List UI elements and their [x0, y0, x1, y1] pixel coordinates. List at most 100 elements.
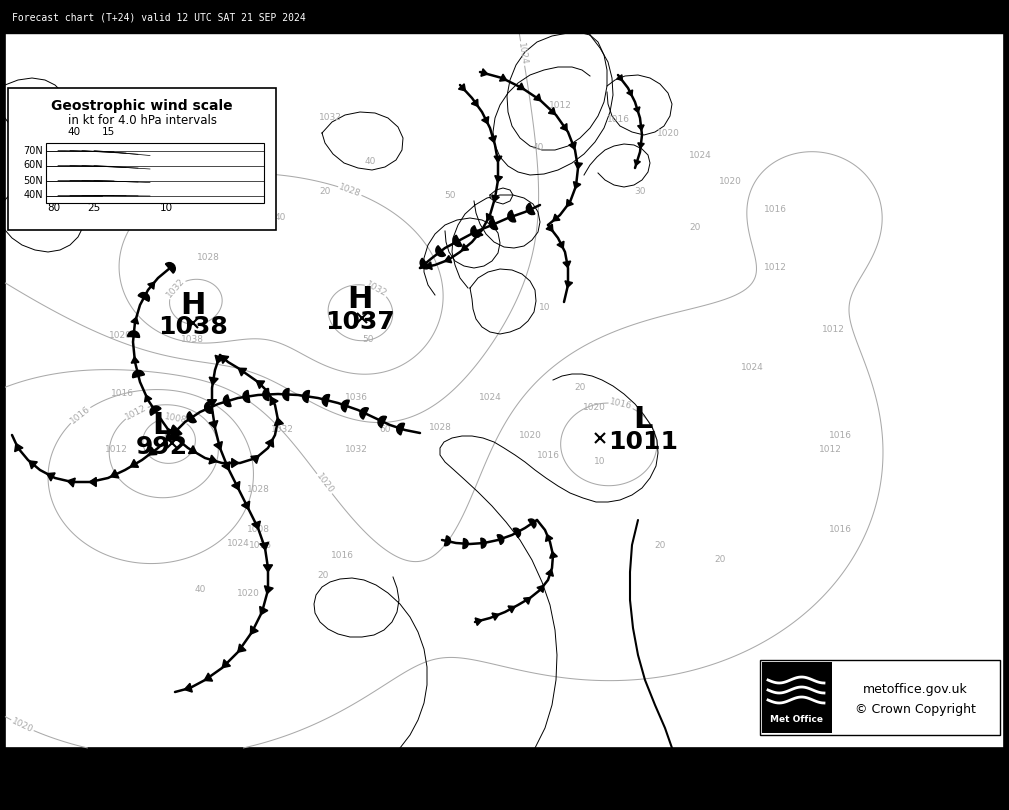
Polygon shape — [222, 659, 230, 667]
Wedge shape — [497, 535, 503, 544]
Wedge shape — [187, 411, 197, 423]
Text: 1024: 1024 — [517, 41, 529, 66]
Polygon shape — [214, 441, 222, 450]
Wedge shape — [127, 330, 139, 338]
Polygon shape — [508, 606, 516, 613]
Polygon shape — [89, 477, 96, 487]
Polygon shape — [148, 447, 157, 455]
Text: 15: 15 — [101, 127, 115, 137]
Wedge shape — [303, 390, 310, 403]
Wedge shape — [463, 539, 468, 548]
Polygon shape — [29, 461, 37, 469]
Text: H: H — [347, 285, 372, 314]
Text: 1028: 1028 — [338, 182, 362, 199]
Polygon shape — [481, 117, 488, 124]
Text: 1016: 1016 — [69, 404, 92, 425]
Text: 992: 992 — [136, 435, 188, 459]
Polygon shape — [209, 377, 218, 385]
Polygon shape — [232, 458, 239, 467]
Polygon shape — [144, 395, 151, 402]
Polygon shape — [563, 261, 571, 267]
Wedge shape — [378, 416, 386, 428]
Polygon shape — [476, 230, 483, 237]
Text: 30: 30 — [635, 187, 646, 197]
Bar — [46, 143, 264, 203]
Polygon shape — [486, 213, 493, 220]
Text: in kt for 4.0 hPa intervals: in kt for 4.0 hPa intervals — [68, 113, 217, 126]
Text: 20: 20 — [654, 540, 666, 549]
Polygon shape — [518, 83, 525, 90]
Text: 40: 40 — [195, 586, 206, 595]
Polygon shape — [171, 433, 179, 441]
Polygon shape — [445, 255, 452, 262]
Polygon shape — [185, 684, 193, 692]
Polygon shape — [560, 124, 567, 130]
Text: 40: 40 — [364, 157, 375, 167]
Text: 1032: 1032 — [344, 446, 367, 454]
Bar — [760, 660, 1000, 735]
Text: 20: 20 — [317, 570, 329, 579]
Text: 1016: 1016 — [764, 206, 786, 215]
Text: 1012: 1012 — [549, 100, 571, 109]
Polygon shape — [265, 439, 273, 447]
Text: 1016: 1016 — [606, 116, 630, 125]
Polygon shape — [471, 100, 478, 106]
Text: 1016: 1016 — [608, 398, 633, 411]
Polygon shape — [534, 94, 541, 100]
Text: 60: 60 — [379, 425, 390, 434]
Wedge shape — [172, 425, 182, 435]
Text: 1024: 1024 — [688, 151, 711, 160]
Text: 1024: 1024 — [478, 394, 501, 403]
Polygon shape — [232, 481, 240, 490]
Polygon shape — [167, 428, 174, 436]
Text: 1020: 1020 — [718, 177, 742, 186]
Text: 1032: 1032 — [164, 277, 187, 300]
Text: 1020: 1020 — [314, 472, 335, 496]
Text: 1028: 1028 — [197, 254, 219, 262]
Text: metoffice.gov.uk: metoffice.gov.uk — [863, 684, 968, 697]
Polygon shape — [15, 443, 23, 452]
Polygon shape — [461, 244, 468, 251]
Text: 40: 40 — [68, 127, 81, 137]
Polygon shape — [550, 552, 557, 558]
Polygon shape — [131, 356, 139, 363]
Text: 1032: 1032 — [364, 279, 388, 298]
Text: L: L — [634, 406, 653, 434]
Text: 1024: 1024 — [71, 203, 94, 212]
Text: 1016: 1016 — [828, 430, 852, 440]
Text: 1020: 1020 — [519, 430, 542, 440]
Polygon shape — [111, 470, 119, 478]
Text: 1020: 1020 — [657, 129, 679, 138]
Polygon shape — [252, 521, 260, 529]
Wedge shape — [262, 389, 269, 400]
Polygon shape — [250, 626, 258, 634]
Polygon shape — [537, 586, 544, 592]
Text: 1012: 1012 — [764, 263, 786, 272]
Text: 1028: 1028 — [429, 424, 451, 433]
Text: Geostrophic wind scale: Geostrophic wind scale — [51, 99, 233, 113]
Polygon shape — [494, 156, 501, 162]
Wedge shape — [223, 394, 231, 407]
Text: © Crown Copyright: © Crown Copyright — [855, 704, 976, 717]
Polygon shape — [222, 462, 230, 470]
Text: 50: 50 — [362, 335, 373, 344]
Text: 20: 20 — [319, 187, 331, 197]
Text: 1020: 1020 — [109, 330, 131, 339]
Polygon shape — [635, 160, 641, 165]
Polygon shape — [209, 455, 217, 464]
Polygon shape — [220, 356, 229, 364]
Text: 20: 20 — [714, 556, 725, 565]
Text: 20: 20 — [574, 383, 585, 393]
Polygon shape — [215, 356, 224, 364]
Bar — [0, 778, 1009, 810]
Wedge shape — [150, 406, 161, 416]
Polygon shape — [263, 565, 272, 572]
Text: 1036: 1036 — [344, 394, 367, 403]
Polygon shape — [634, 107, 640, 113]
Polygon shape — [130, 459, 138, 467]
Wedge shape — [527, 203, 535, 215]
Polygon shape — [638, 125, 644, 130]
Wedge shape — [132, 370, 144, 377]
Bar — [762, 662, 832, 733]
Wedge shape — [360, 407, 368, 419]
